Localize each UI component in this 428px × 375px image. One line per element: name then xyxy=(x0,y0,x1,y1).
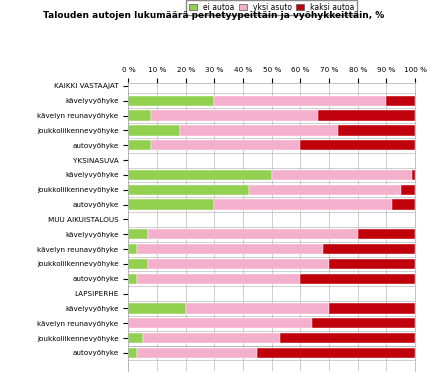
Bar xyxy=(143,333,280,343)
Bar xyxy=(300,274,415,284)
Bar xyxy=(280,333,415,343)
Bar xyxy=(386,96,415,106)
Bar xyxy=(137,348,257,358)
Bar xyxy=(128,229,149,240)
Bar xyxy=(128,274,137,284)
Bar xyxy=(128,259,149,269)
Bar xyxy=(318,111,415,121)
Bar xyxy=(128,140,152,150)
Bar xyxy=(180,125,338,136)
Bar xyxy=(128,348,137,358)
Bar xyxy=(272,170,412,180)
Bar xyxy=(128,244,137,254)
Bar xyxy=(412,170,415,180)
Bar xyxy=(128,111,152,121)
Bar xyxy=(137,244,324,254)
Bar xyxy=(358,229,415,240)
Bar xyxy=(149,229,358,240)
Bar xyxy=(324,244,415,254)
Legend: ei autoa, yksi asuto, kaksi autoa: ei autoa, yksi asuto, kaksi autoa xyxy=(186,0,357,15)
Bar xyxy=(392,200,415,210)
Bar xyxy=(214,96,386,106)
Bar xyxy=(128,96,214,106)
Bar xyxy=(338,125,415,136)
Bar xyxy=(128,200,214,210)
Bar xyxy=(128,184,249,195)
Bar xyxy=(300,140,415,150)
Bar xyxy=(128,318,312,328)
Bar xyxy=(186,303,329,313)
Bar xyxy=(128,333,143,343)
Bar xyxy=(152,111,318,121)
Bar xyxy=(149,259,329,269)
Bar xyxy=(128,303,186,313)
Bar xyxy=(128,125,180,136)
Bar xyxy=(329,303,415,313)
Bar xyxy=(257,348,415,358)
Bar xyxy=(137,274,300,284)
Text: Talouden autojen lukumäärä perhetyypeittäin ja vyöhykkeittäin, %: Talouden autojen lukumäärä perhetyypeitt… xyxy=(43,11,385,20)
Bar xyxy=(214,200,392,210)
Bar xyxy=(249,184,401,195)
Bar xyxy=(401,184,415,195)
Bar xyxy=(152,140,300,150)
Bar xyxy=(128,170,272,180)
Bar xyxy=(329,259,415,269)
Bar xyxy=(312,318,415,328)
